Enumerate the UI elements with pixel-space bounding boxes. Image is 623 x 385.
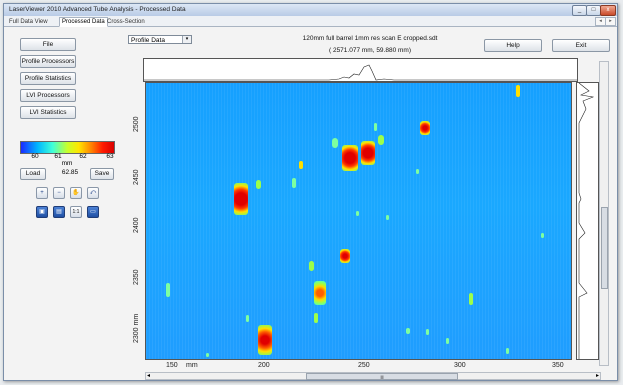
colorbar-unit: mm [61, 160, 73, 167]
speckle [506, 348, 509, 354]
lvi-processors-button[interactable]: LVI Processors [20, 89, 76, 102]
speckle [206, 353, 209, 357]
right-profile-plot [576, 82, 599, 360]
x-tick-label: 350 [552, 362, 564, 369]
colorbar-tick: 61 [54, 153, 62, 160]
tab-scroll-right-icon[interactable]: ▸ [605, 17, 616, 26]
scan-heatmap[interactable] [145, 82, 572, 360]
exit-button[interactable]: Exit [552, 39, 610, 52]
defect-blob [361, 141, 375, 165]
speckle [416, 169, 419, 174]
tab-full-data-view[interactable]: Full Data View [9, 19, 48, 25]
speckle [426, 329, 429, 335]
speckle [378, 135, 384, 145]
maximize-button[interactable]: □ [586, 5, 601, 16]
reset-view-icon[interactable]: ⤺ [87, 187, 99, 199]
defect-blob [420, 121, 430, 135]
colorbar-tick: 60 [31, 153, 39, 160]
zoom-out-icon[interactable]: − [53, 187, 65, 199]
scan-title: 120mm full barrel 1mm res scan E cropped… [302, 35, 438, 42]
speckle [386, 215, 389, 220]
y-tick-label: 2500 [133, 116, 140, 132]
speckle [516, 85, 520, 97]
y-tick-label: 2400 [133, 217, 140, 233]
save-button[interactable]: Save [90, 168, 114, 180]
profile-statistics-button[interactable]: Profile Statistics [20, 72, 76, 85]
y-tick-label: 2350 [133, 269, 140, 285]
speckle [356, 211, 359, 216]
speckle [446, 338, 449, 344]
vertical-scroll-thumb[interactable] [601, 207, 608, 289]
scroll-left-icon[interactable]: ◂ [147, 373, 151, 379]
tab-processed-data[interactable]: Processed Data [59, 17, 108, 27]
speckle [166, 283, 170, 297]
speckle [299, 161, 303, 169]
save-image-icon[interactable]: ▣ [36, 206, 48, 218]
tab-cross-section[interactable]: Cross-Section [107, 19, 145, 25]
top-profile-plot [143, 58, 578, 82]
x-tick-label: 250 [358, 362, 370, 369]
colorbar-tick: 63 [106, 153, 114, 160]
pan-hand-icon[interactable]: ✋ [70, 187, 82, 199]
x-axis-unit: mm [186, 362, 198, 369]
defect-blob [314, 281, 326, 305]
speckle [246, 315, 249, 322]
speckle [374, 123, 377, 131]
horizontal-scrollbar[interactable]: ◂ ||| ▸ [145, 372, 601, 380]
scroll-right-icon[interactable]: ▸ [595, 373, 599, 379]
vertical-scrollbar[interactable] [599, 61, 609, 366]
x-tick-label: 200 [258, 362, 270, 369]
speckle [292, 178, 296, 188]
speckle [541, 233, 544, 238]
speckle [332, 138, 338, 148]
speckle [469, 293, 473, 305]
copy-icon[interactable]: ▤ [53, 206, 65, 218]
one-to-one-button[interactable]: 1:1 [70, 206, 82, 218]
colorbar-tick: 62 [79, 153, 87, 160]
colorbar-value: 62.85 [61, 169, 79, 176]
color-scale-bar [20, 141, 115, 154]
zoom-in-icon[interactable]: + [36, 187, 48, 199]
speckle [256, 180, 261, 189]
speckle [314, 313, 318, 323]
defect-blob [340, 249, 350, 263]
horizontal-scroll-thumb[interactable]: ||| [306, 373, 458, 380]
x-tick-label: 300 [454, 362, 466, 369]
window-title: LaserViewer 2010 Advanced Tube Analysis … [9, 6, 186, 13]
lvi-statistics-button[interactable]: LVI Statistics [20, 106, 76, 119]
y-tick-label: 2300 mm [133, 313, 140, 343]
close-button[interactable]: x [600, 5, 616, 16]
tab-bar: Full Data View Processed Data Cross-Sect… [4, 16, 617, 27]
speckle [406, 328, 410, 334]
help-button[interactable]: Help [484, 39, 542, 52]
minimize-button[interactable]: _ [572, 5, 587, 16]
defect-blob [342, 145, 358, 171]
defect-blob [258, 325, 272, 355]
defect-blob [234, 183, 248, 215]
load-button[interactable]: Load [20, 168, 46, 180]
speckle [309, 261, 314, 271]
file-button[interactable]: File [20, 38, 76, 51]
cursor-coordinates: ( 2571.077 mm, 59.880 mm) [328, 47, 411, 54]
profile-processors-button[interactable]: Profile Processors [20, 55, 76, 68]
chevron-down-icon[interactable]: ▾ [182, 36, 191, 43]
top-profile-line [144, 64, 577, 81]
fit-to-window-icon[interactable]: ▭ [87, 206, 99, 218]
data-view-dropdown[interactable]: Profile Data ▾ [128, 35, 192, 44]
dropdown-value: Profile Data [131, 37, 165, 44]
x-tick-label: 150 [166, 362, 178, 369]
right-profile-line [578, 83, 595, 359]
y-tick-label: 2450 [133, 169, 140, 185]
